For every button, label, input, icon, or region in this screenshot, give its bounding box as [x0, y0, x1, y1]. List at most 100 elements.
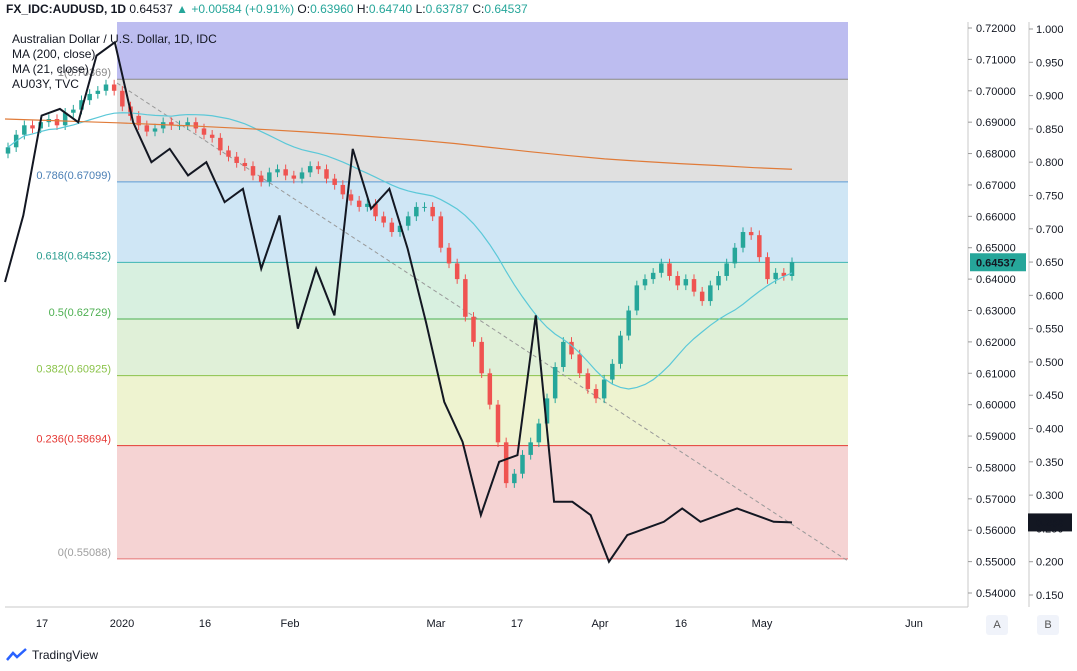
- candle-body: [267, 172, 272, 182]
- candle-body: [136, 115, 141, 126]
- date-tick-label: 16: [199, 618, 211, 630]
- yield-tick-label: 0.150: [1036, 590, 1064, 602]
- fib-label: 0.618(0.64532): [36, 250, 111, 262]
- candle-body: [111, 84, 117, 91]
- price-tick-label: 0.71000: [976, 54, 1016, 66]
- high-value: 0.64740: [368, 2, 413, 16]
- candle-body: [618, 335, 623, 364]
- price-tick-label: 0.62000: [976, 337, 1016, 349]
- candle-body: [601, 379, 607, 399]
- fib-zone: [117, 445, 848, 559]
- date-tick-label: 17: [511, 618, 523, 630]
- candle-body: [22, 125, 27, 135]
- date-tick-label: 2020: [110, 618, 134, 630]
- low-label: L:: [415, 2, 426, 16]
- candle-body: [389, 222, 395, 233]
- candle-body: [332, 178, 337, 185]
- date-tick-label: Jun: [905, 618, 923, 630]
- low-value: 0.63787: [425, 2, 469, 16]
- candle-body: [552, 367, 558, 399]
- last-price: 0.64537: [129, 2, 173, 16]
- yield-tag-label: 0.259: [1036, 517, 1064, 529]
- symbol-name: FX_IDC:AUDUSD, 1D: [6, 2, 127, 16]
- candle-body: [340, 184, 346, 195]
- candle-body: [520, 454, 525, 474]
- price-tick-label: 0.64000: [976, 274, 1016, 286]
- fib-zone-top: [117, 22, 848, 80]
- candle-body: [348, 194, 354, 201]
- candle-body: [62, 112, 68, 126]
- price-tick-label: 0.58000: [976, 462, 1016, 474]
- date-tick-label: 17: [36, 618, 48, 630]
- yield-tick-label: 0.550: [1036, 324, 1064, 336]
- candle-body: [781, 272, 787, 276]
- candle-body: [708, 285, 713, 302]
- candle-body: [528, 442, 533, 455]
- legend-ma200[interactable]: MA (200, close): [12, 47, 96, 61]
- brand-name: TradingView: [32, 648, 99, 662]
- candle-body: [373, 203, 378, 217]
- candle-body: [87, 93, 92, 101]
- yield-tick-label: 0.750: [1036, 190, 1064, 202]
- candle-body: [397, 225, 403, 233]
- candle-body: [307, 166, 313, 173]
- yield-tick-label: 0.350: [1036, 457, 1064, 469]
- legend-au03y[interactable]: AU03Y, TVC: [12, 77, 79, 91]
- fib-label: 0.236(0.58694): [36, 434, 111, 446]
- yield-tick-label: 0.200: [1036, 557, 1064, 569]
- yield-scale-button[interactable]: B: [1037, 615, 1059, 635]
- candle-body: [626, 310, 631, 336]
- ma21-line: [7, 112, 793, 390]
- auto-scale-button[interactable]: A: [986, 615, 1008, 635]
- date-tick-label: May: [752, 618, 773, 630]
- price-tick-label: 0.68000: [976, 149, 1016, 161]
- candle-body: [193, 122, 199, 129]
- price-tick-label: 0.70000: [976, 86, 1016, 98]
- candle-body: [561, 341, 566, 367]
- fib-zone: [117, 181, 848, 263]
- candle-body: [446, 247, 452, 264]
- candle-body: [536, 423, 542, 443]
- candle-body: [634, 285, 640, 311]
- legend-ma21[interactable]: MA (21, close): [12, 62, 89, 76]
- candle-body: [593, 388, 599, 399]
- footer-brand[interactable]: TradingView: [6, 648, 98, 662]
- price-tick-label: 0.60000: [976, 400, 1016, 412]
- candle-body: [299, 172, 305, 179]
- price-tick-label: 0.66000: [976, 211, 1016, 223]
- candle-body: [544, 398, 550, 424]
- candle-body: [242, 162, 248, 167]
- candle-body: [585, 373, 591, 389]
- yield-tick-label: 0.650: [1036, 257, 1064, 269]
- candle-body: [757, 235, 762, 258]
- candle-body: [185, 122, 190, 126]
- candle-body: [463, 279, 468, 317]
- fib-label: 0(0.55088): [58, 547, 111, 559]
- price-tick-label: 0.67000: [976, 180, 1016, 192]
- candle-body: [732, 247, 738, 264]
- candle-body: [258, 175, 264, 182]
- candle-body: [479, 341, 484, 374]
- candle-body: [209, 134, 215, 138]
- yield-tick-label: 1.000: [1036, 24, 1064, 36]
- yield-tick-label: 0.850: [1036, 124, 1064, 136]
- close-value: 0.64537: [484, 2, 528, 16]
- candle-body: [54, 119, 60, 126]
- yield-tick-label: 0.900: [1036, 91, 1064, 103]
- price-tick-label: 0.56000: [976, 525, 1016, 537]
- date-tick-label: Feb: [281, 618, 300, 630]
- symbol-header: FX_IDC:AUDUSD, 1D 0.64537 ▲ +0.00584 (+0…: [6, 2, 528, 16]
- ma200-line: [4, 118, 793, 170]
- price-tick-label: 0.61000: [976, 368, 1016, 380]
- fib-zone: [117, 79, 848, 182]
- candle-body: [365, 203, 370, 207]
- candle-body: [642, 279, 648, 286]
- candle-body: [234, 156, 239, 163]
- candle-body: [144, 125, 150, 132]
- yield-tick-label: 0.450: [1036, 390, 1064, 402]
- yield-tick-label: 0.500: [1036, 357, 1064, 369]
- candle-body: [226, 150, 231, 157]
- legend-title: Australian Dollar / U.S. Dollar, 1D, IDC: [12, 32, 217, 46]
- candle-body: [495, 404, 501, 443]
